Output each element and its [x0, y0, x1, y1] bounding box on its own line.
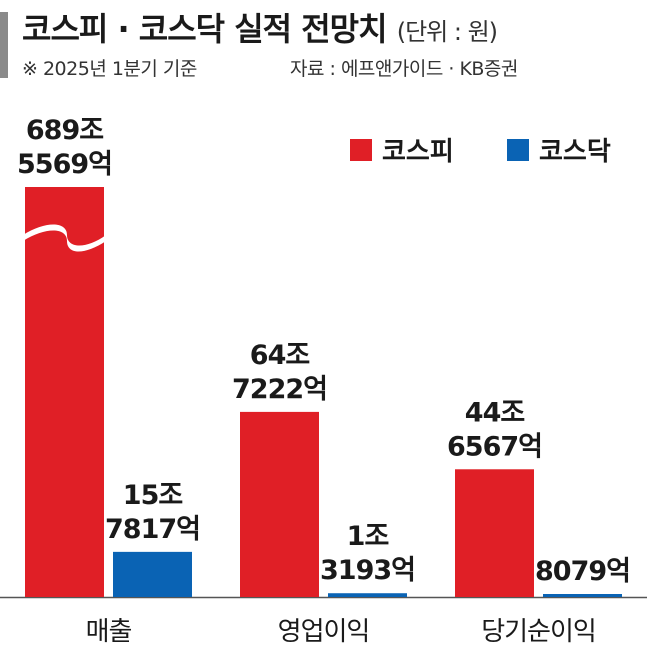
chart-title: 코스피 · 코스닥 실적 전망치 (단위 : 원) — [22, 4, 498, 50]
axis-break-mark — [23, 224, 106, 252]
legend-swatch-kospi — [350, 138, 372, 161]
data-label-kospi-operating-profit: 7222억 — [232, 374, 327, 405]
title-text: 코스피 · 코스닥 실적 전망치 — [22, 10, 388, 48]
category-label-operating-profit: 영업이익 — [278, 617, 370, 646]
legend-item-kosdaq: 코스닥 — [507, 131, 611, 168]
bar-kosdaq-sales — [113, 551, 192, 597]
bar-kospi-net-income — [455, 469, 534, 597]
data-label-kospi-operating-profit: 64조 — [250, 340, 310, 371]
legend-item-kospi: 코스피 — [350, 131, 454, 168]
legend-swatch-kosdaq — [507, 138, 529, 161]
category-label-sales: 매출 — [86, 617, 132, 646]
bar-kosdaq-operating-profit — [328, 593, 407, 597]
data-label-kosdaq-net-income: 8079억 — [535, 556, 630, 587]
basis-note: ※ 2025년 1분기 기준 — [22, 58, 197, 80]
data-label-kosdaq-sales: 15조 — [123, 480, 183, 511]
source-note: 자료 : 에프앤가이드 · KB증권 — [290, 58, 518, 80]
data-label-kosdaq-sales: 7817억 — [105, 514, 200, 545]
category-label-net-income: 당기순이익 — [481, 617, 596, 646]
unit-label: (단위 : 원) — [396, 18, 498, 46]
data-label-kospi-sales: 689조 — [26, 115, 103, 146]
data-label-kospi-net-income: 6567억 — [447, 431, 542, 462]
legend-label-kosdaq: 코스닥 — [539, 137, 611, 167]
title-accent-bar — [0, 12, 8, 78]
bar-kosdaq-net-income — [543, 594, 622, 597]
data-label-kospi-sales: 5569억 — [17, 149, 112, 180]
data-label-kosdaq-operating-profit: 1조 — [347, 521, 389, 552]
legend-label-kospi: 코스피 — [382, 137, 454, 167]
data-label-kospi-net-income: 44조 — [465, 397, 525, 428]
data-label-kosdaq-operating-profit: 3193억 — [320, 555, 415, 586]
bar-kospi-operating-profit — [240, 411, 319, 597]
bar-kospi-sales — [25, 187, 104, 597]
